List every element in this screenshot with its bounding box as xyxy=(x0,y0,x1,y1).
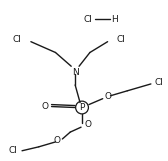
Text: O: O xyxy=(54,136,61,145)
Text: N: N xyxy=(72,68,78,77)
Text: Cl: Cl xyxy=(154,78,163,87)
Text: Cl: Cl xyxy=(117,35,126,44)
Text: Cl: Cl xyxy=(13,35,22,44)
Text: O: O xyxy=(104,92,111,101)
Text: H: H xyxy=(111,15,118,24)
Text: Cl: Cl xyxy=(9,146,18,155)
Text: Cl: Cl xyxy=(83,15,92,24)
Text: P: P xyxy=(79,103,85,112)
Text: O: O xyxy=(85,120,91,129)
Text: O: O xyxy=(41,102,48,111)
